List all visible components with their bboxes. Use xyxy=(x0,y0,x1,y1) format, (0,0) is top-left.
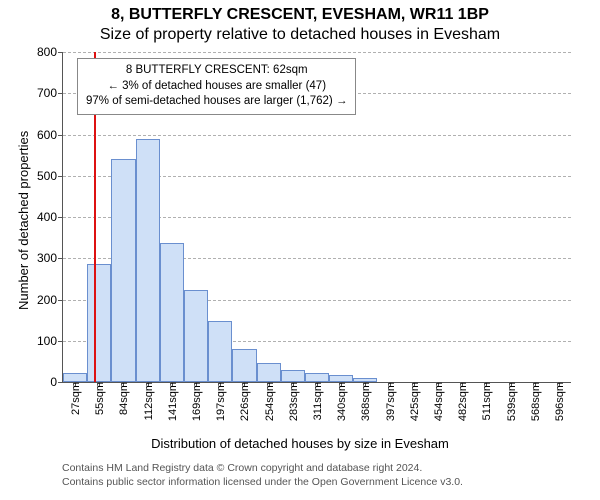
histogram-bar xyxy=(160,243,184,382)
attribution-line-1: Contains HM Land Registry data © Crown c… xyxy=(62,462,463,476)
histogram-bar xyxy=(111,159,135,382)
histogram-bar xyxy=(305,373,329,382)
attribution-line-2: Contains public sector information licen… xyxy=(62,476,463,490)
gridline xyxy=(63,52,571,53)
annotation-box: 8 BUTTERFLY CRESCENT: 62sqm← 3% of detac… xyxy=(77,58,356,115)
y-axis-label: Number of detached properties xyxy=(16,131,31,310)
x-tick-label: 454sqm xyxy=(431,382,445,421)
x-tick-label: 311sqm xyxy=(310,382,324,420)
gridline xyxy=(63,135,571,136)
annotation-line: 97% of semi-detached houses are larger (… xyxy=(86,94,347,110)
x-tick-label: 425sqm xyxy=(407,382,421,421)
y-tick-label: 800 xyxy=(37,45,63,59)
histogram-bar xyxy=(184,290,208,382)
annotation-line: ← 3% of detached houses are smaller (47) xyxy=(86,79,347,95)
histogram-bar xyxy=(63,373,87,382)
chart-subtitle: Size of property relative to detached ho… xyxy=(0,26,600,44)
x-tick-label: 368sqm xyxy=(358,382,372,421)
x-tick-label: 340sqm xyxy=(334,382,348,421)
histogram-bar xyxy=(329,375,353,382)
y-tick-label: 300 xyxy=(37,251,63,265)
x-tick-label: 254sqm xyxy=(262,382,276,421)
histogram-bar xyxy=(136,139,160,382)
x-tick-label: 511sqm xyxy=(479,382,493,420)
x-tick-label: 539sqm xyxy=(504,382,518,421)
x-axis-label: Distribution of detached houses by size … xyxy=(0,436,600,451)
histogram-bar xyxy=(232,349,256,382)
x-tick-label: 397sqm xyxy=(383,382,397,421)
x-tick-label: 112sqm xyxy=(141,382,155,420)
histogram-bar xyxy=(87,264,111,382)
y-tick-label: 500 xyxy=(37,169,63,183)
y-tick-label: 400 xyxy=(37,210,63,224)
x-tick-label: 55sqm xyxy=(92,382,106,415)
x-tick-label: 141sqm xyxy=(165,382,179,421)
plot-area: 010020030040050060070080027sqm55sqm84sqm… xyxy=(62,52,571,383)
y-tick-label: 600 xyxy=(37,128,63,142)
attribution-text: Contains HM Land Registry data © Crown c… xyxy=(62,462,463,489)
histogram-bar xyxy=(208,321,232,382)
x-tick-label: 568sqm xyxy=(528,382,542,421)
x-tick-label: 596sqm xyxy=(552,382,566,421)
y-tick-label: 0 xyxy=(50,375,63,389)
x-tick-label: 84sqm xyxy=(116,382,130,415)
histogram-bar xyxy=(281,370,305,382)
y-tick-label: 700 xyxy=(37,86,63,100)
x-tick-label: 197sqm xyxy=(213,382,227,421)
x-tick-label: 283sqm xyxy=(286,382,300,421)
chart-title: 8, BUTTERFLY CRESCENT, EVESHAM, WR11 1BP xyxy=(0,6,600,24)
x-tick-label: 482sqm xyxy=(455,382,469,421)
annotation-line: 8 BUTTERFLY CRESCENT: 62sqm xyxy=(86,63,347,79)
y-tick-label: 200 xyxy=(37,293,63,307)
y-tick-label: 100 xyxy=(37,334,63,348)
x-tick-label: 226sqm xyxy=(237,382,251,421)
x-tick-label: 27sqm xyxy=(68,382,82,415)
x-tick-label: 169sqm xyxy=(189,382,203,421)
histogram-bar xyxy=(257,363,281,382)
